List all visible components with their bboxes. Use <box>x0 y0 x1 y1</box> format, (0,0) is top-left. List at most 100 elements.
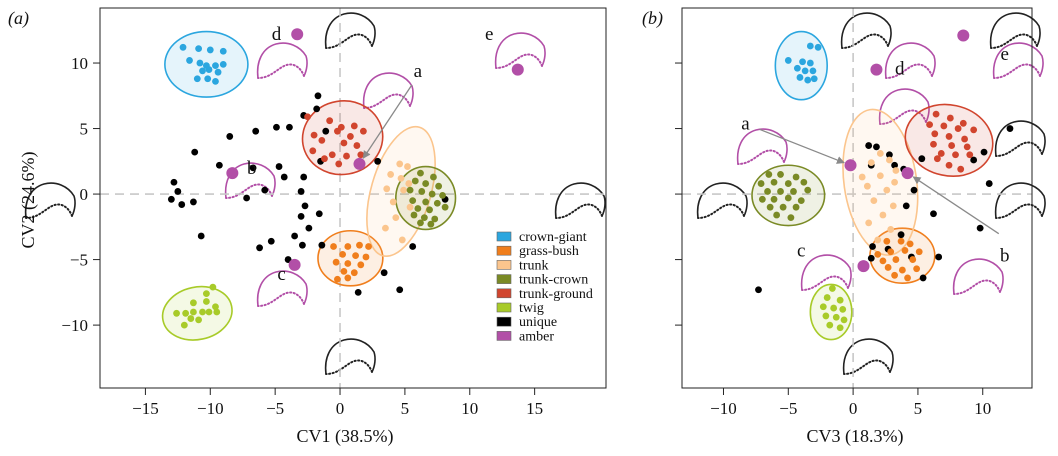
outline-solid <box>842 338 894 375</box>
point-grass-bush <box>913 265 921 273</box>
panel-b-shapes <box>696 12 1046 375</box>
point-unique <box>297 188 305 195</box>
outline-dotted <box>325 359 373 375</box>
point-grass-bush <box>879 257 887 265</box>
point-grass-bush <box>356 241 363 249</box>
panel-b-frame <box>681 7 1033 389</box>
point-trunk-crown <box>779 203 787 211</box>
point-unique <box>869 243 876 250</box>
y-tick-label: −5 <box>70 251 88 270</box>
point-grass-bush <box>362 253 370 261</box>
point-grass-bush <box>352 252 359 260</box>
point-grass-bush <box>909 256 917 263</box>
point-unique <box>354 288 362 296</box>
point-trunk <box>398 236 406 244</box>
legend-swatch-amber <box>496 331 512 341</box>
point-unique <box>197 232 205 240</box>
point-twig <box>190 308 197 316</box>
point-trunk-ground <box>932 110 940 118</box>
point-unique <box>252 127 260 135</box>
panel-b: (b) a b c d e −10 −5 0 5 10 CV3 (18.3%) <box>642 7 1046 447</box>
point-twig <box>209 283 217 291</box>
outline-dotted <box>737 149 785 165</box>
legend-label-crown-giant: crown-giant <box>519 230 587 245</box>
point-trunk-ground <box>309 147 317 155</box>
point-trunk-ground <box>970 126 978 134</box>
panel-a-shapes <box>24 12 606 375</box>
point-unique <box>299 241 306 249</box>
point-trunk <box>870 197 878 205</box>
point-trunk-ground <box>930 140 937 148</box>
point-unique <box>985 180 993 187</box>
point-trunk-crown <box>418 188 426 195</box>
point-crown-giant <box>179 43 187 51</box>
legend-swatch-trunk <box>496 260 512 270</box>
point-trunk <box>400 186 407 194</box>
point-unique <box>374 157 382 165</box>
point-trunk-ground <box>946 114 954 122</box>
point-label: a <box>414 61 423 82</box>
point-twig <box>836 296 844 304</box>
outline-shape <box>324 12 376 49</box>
point-trunk-crown <box>426 206 433 214</box>
legend-swatch-grass-bush <box>496 245 512 256</box>
point-trunk-ground <box>926 121 933 129</box>
point-twig <box>195 316 203 324</box>
point-unique <box>910 186 918 194</box>
point-crown-giant <box>196 59 204 67</box>
point-unique <box>865 142 873 149</box>
point-amber <box>857 260 870 273</box>
point-unique <box>167 195 175 203</box>
point-unique <box>867 254 875 262</box>
point-trunk-crown <box>766 203 774 211</box>
point-crown-giant <box>219 47 227 55</box>
point-grass-bush <box>344 243 352 250</box>
point-trunk-ground <box>948 142 956 149</box>
outline-solid <box>994 120 1046 157</box>
point-trunk-crown <box>414 205 422 212</box>
point-trunk-crown <box>777 188 784 195</box>
point-trunk-crown <box>420 214 428 222</box>
point-grass-bush <box>906 240 914 248</box>
outline-dotted <box>555 203 603 219</box>
ellipse-trunk-ground <box>301 100 384 176</box>
x-tick-label: 10 <box>461 399 478 418</box>
point-trunk-crown <box>765 171 773 178</box>
outline-shape <box>840 12 892 49</box>
point-trunk-ground <box>335 160 343 168</box>
point-trunk-crown <box>417 169 424 177</box>
point-unique <box>297 212 305 220</box>
panel-a-arrows <box>362 84 413 159</box>
outline-shape <box>878 88 930 125</box>
legend-swatch-trunk-ground <box>496 288 512 299</box>
point-trunk-crown <box>792 173 800 181</box>
outline-solid <box>994 182 1046 219</box>
point-trunk-crown <box>784 194 792 202</box>
point-trunk-crown <box>758 195 766 203</box>
point-trunk-crown <box>800 178 808 186</box>
panel-b-arrows <box>759 128 1000 235</box>
point-trunk-ground <box>321 155 328 163</box>
outline-solid <box>840 12 892 49</box>
outline-shape <box>736 128 788 165</box>
point-grass-bush <box>891 271 898 279</box>
outline-shape <box>989 12 1041 49</box>
point-amber <box>226 167 239 180</box>
outline-solid <box>362 72 414 109</box>
point-unique <box>261 186 269 194</box>
point-trunk-ground <box>359 127 367 135</box>
legend-label-trunk: trunk <box>519 258 549 273</box>
point-twig <box>199 308 206 316</box>
point-label: e <box>1001 44 1009 65</box>
point-unique <box>286 123 293 131</box>
point-label: c <box>797 240 805 261</box>
point-twig <box>180 321 188 329</box>
point-trunk <box>891 178 898 186</box>
point-unique <box>315 210 323 218</box>
x-axis-label-a: CV1 (38.5%) <box>297 426 394 447</box>
point-unique <box>291 232 299 240</box>
outline-solid <box>494 32 546 69</box>
point-trunk <box>382 224 389 232</box>
point-crown-giant <box>199 67 206 75</box>
point-trunk-crown <box>406 186 414 194</box>
